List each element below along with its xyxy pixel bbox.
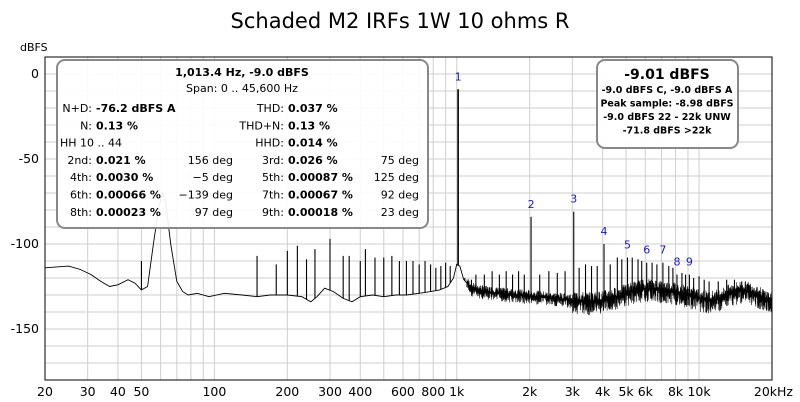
stats-phase: −5 deg: [193, 171, 233, 184]
x-tick-label: 100: [202, 384, 226, 399]
x-tick-label: 6k: [638, 384, 654, 399]
stats-value: 0.0030 %: [96, 171, 153, 184]
stats-value: 0.021 %: [96, 154, 146, 167]
harmonic-marker-label: 4: [601, 225, 608, 238]
stats-phase: 156 deg: [188, 154, 233, 167]
stats-label: 4th:: [70, 171, 92, 184]
harmonic-markers: 1 2 3 4 5 6 78 9: [455, 70, 693, 268]
x-tick-label: 10k: [687, 384, 711, 399]
stats-value: 0.00067 %: [288, 189, 353, 202]
stats-label: 5th:: [262, 171, 284, 184]
x-tick-label: 5k: [618, 384, 634, 399]
stats-value: 0.13 %: [96, 119, 138, 132]
x-tick-label: 3k: [565, 384, 581, 399]
stats-label: N:: [80, 119, 92, 132]
x-tick-label: 600: [391, 384, 415, 399]
stats-phase: 75 deg: [381, 154, 419, 167]
harmonic-marker-label: 1: [455, 70, 462, 83]
stats-value: 0.00087 %: [288, 171, 353, 184]
stats-phase: 23 deg: [381, 206, 419, 219]
plot-frame: [44, 56, 773, 381]
y-tick-label: 0: [31, 66, 39, 81]
stats-value: 0.026 %: [288, 154, 338, 167]
stats-phase: 125 deg: [374, 171, 419, 184]
stats-box: 1,013.4 Hz, -9.0 dBFS Span: 0 .. 45,600 H…: [56, 59, 429, 229]
spectrum-noise-line: [466, 279, 773, 316]
stats-phase: 97 deg: [195, 206, 233, 219]
stats-label: 9th:: [262, 206, 284, 219]
x-tick-labels: 20 30 40 50 100 200 300 400 600 800 1k 2k 3k 4k 5k 6k 8k…: [37, 384, 793, 399]
harmonic-marker-label: 7: [659, 244, 666, 257]
level-detail-line: Peak sample: -8.98 dBFS: [600, 99, 733, 110]
stats-label: N+D:: [62, 102, 92, 115]
x-tick-label: 50: [133, 384, 149, 399]
x-tick-label: 2k: [522, 384, 538, 399]
harmonic-marker-label: 3: [570, 193, 577, 206]
stats-label: HH 10 .. 44: [60, 137, 122, 150]
stats-value: 0.13 %: [288, 119, 330, 132]
level-detail-line: -71.8 dBFS >22k: [623, 126, 713, 137]
stats-value: 0.014 %: [288, 137, 338, 150]
y-tick-label: -100: [11, 236, 39, 251]
stats-value: 0.00023 %: [96, 206, 161, 219]
x-tick-label: 20kHz: [754, 384, 794, 399]
x-tick-label: 1k: [449, 384, 465, 399]
stats-span: Span: 0 .. 45,600 Hz: [186, 82, 298, 95]
harmonic-marker-label: 5: [624, 239, 631, 252]
x-tick-label: 800: [421, 384, 445, 399]
x-tick-label: 4k: [595, 384, 611, 399]
harmonic-marker-label: 6: [643, 244, 650, 257]
stats-label: THD+N:: [238, 119, 284, 132]
stats-label: 2nd:: [67, 154, 92, 167]
stats-value: -76.2 dBFS A: [96, 102, 176, 115]
harmonic-marker-label: 9: [686, 256, 693, 269]
stats-label: HHD:: [255, 137, 284, 150]
x-tick-label: 300: [318, 384, 342, 399]
stats-label: 7th:: [262, 189, 284, 202]
x-tick-label: 30: [80, 384, 96, 399]
y-tick-label: -150: [11, 321, 39, 336]
stats-frequency-level: 1,013.4 Hz, -9.0 dBFS: [175, 66, 309, 79]
harmonic-marker-label: 2: [528, 198, 535, 211]
stats-value: 0.00018 %: [288, 206, 353, 219]
x-tick-label: 20: [37, 384, 53, 399]
stats-box-frame: [56, 59, 429, 229]
stats-label: 8th:: [70, 206, 92, 219]
y-tick-labels: 0 -50 -100 -150: [11, 66, 39, 336]
x-tick-label: 8k: [668, 384, 684, 399]
y-axis-label: dBFS: [20, 41, 48, 54]
stats-value: 0.037 %: [288, 102, 338, 115]
stats-label: 6th:: [70, 189, 92, 202]
level-main-value: -9.01 dBFS: [624, 67, 710, 83]
harmonic-marker-label: 8: [673, 256, 680, 269]
x-tick-label: 200: [275, 384, 299, 399]
stats-label: 3rd:: [262, 154, 284, 167]
level-box-frame: [596, 59, 739, 149]
level-detail-line: -9.0 dBFS C, -9.0 dBFS A: [602, 85, 733, 96]
stats-phase: −139 deg: [179, 189, 233, 202]
level-detail-line: -9.0 dBFS 22 - 22k UNW: [603, 112, 731, 123]
stats-label: THD:: [256, 102, 284, 115]
stats-value: 0.00066 %: [96, 189, 161, 202]
x-tick-label: 40: [110, 384, 126, 399]
y-tick-label: -50: [19, 151, 39, 166]
level-box: -9.01 dBFS -9.0 dBFS C, -9.0 dBFS A Peak s…: [596, 59, 739, 149]
stats-phase: 92 deg: [381, 189, 419, 202]
x-tick-label: 400: [348, 384, 372, 399]
chart-title: Schaded M2 IRFs 1W 10 ohms R: [231, 9, 570, 33]
